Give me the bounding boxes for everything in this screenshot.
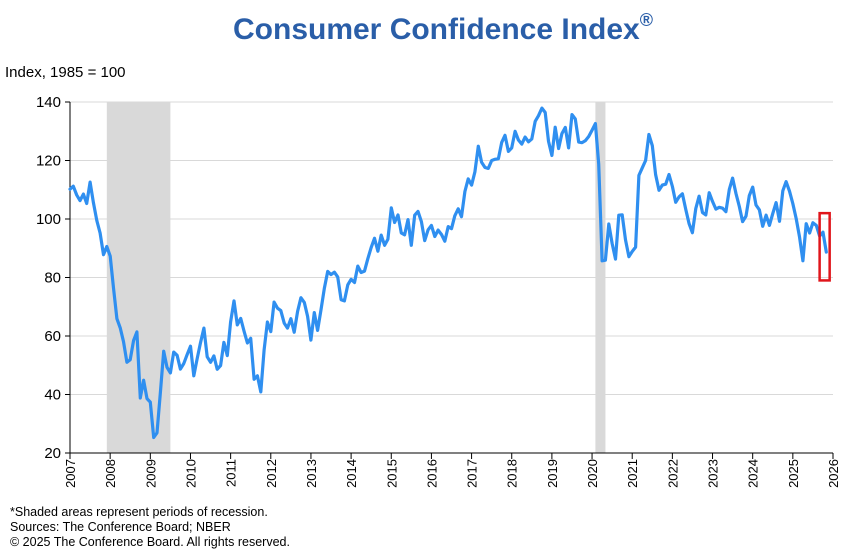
footnotes: *Shaded areas represent periods of reces… <box>10 505 290 550</box>
x-tick-label: 2012 <box>264 459 279 488</box>
y-tick-label: 20 <box>44 445 61 462</box>
y-tick-label: 60 <box>44 328 61 345</box>
series-line <box>68 106 828 440</box>
y-tick-label: 120 <box>36 153 61 170</box>
x-tick-label: 2020 <box>585 459 600 488</box>
y-tick-label: 100 <box>36 211 61 228</box>
x-tick-label: 2025 <box>786 459 801 488</box>
x-tick-label: 2008 <box>103 459 118 488</box>
y-tick-label: 80 <box>44 270 61 287</box>
chart-title-text: Consumer Confidence Index <box>233 13 640 46</box>
y-tick-label: 40 <box>44 387 61 404</box>
chart-title: Consumer Confidence Index® <box>0 10 856 47</box>
x-tick-label: 2007 <box>63 459 78 488</box>
x-tick-label: 2015 <box>384 459 399 488</box>
x-tick-label: 2013 <box>304 459 319 488</box>
x-tick-label: 2010 <box>183 459 198 488</box>
latest-highlight-box <box>818 211 831 282</box>
footnote-sources: Sources: The Conference Board; NBER <box>10 520 231 534</box>
footnote-recession: *Shaded areas represent periods of reces… <box>10 505 268 519</box>
x-tick-label: 2023 <box>706 459 721 488</box>
registered-mark: ® <box>639 10 653 30</box>
x-tick-label: 2009 <box>143 459 158 488</box>
x-tick-label: 2018 <box>505 459 520 488</box>
x-tick-label: 2014 <box>344 459 359 488</box>
x-tick-label: 2016 <box>424 459 439 488</box>
y-axis-label: Index, 1985 = 100 <box>5 64 126 81</box>
x-tick-label: 2017 <box>465 459 480 488</box>
footnote-copyright: © 2025 The Conference Board. All rights … <box>10 535 290 549</box>
x-tick-label: 2011 <box>224 459 239 487</box>
x-tick-label: 2024 <box>746 459 761 488</box>
x-tick-label: 2019 <box>545 459 560 488</box>
x-tick-label: 2026 <box>826 459 841 488</box>
x-tick-label: 2022 <box>665 459 680 488</box>
x-tick-label: 2021 <box>625 459 640 488</box>
y-tick-label: 140 <box>36 94 61 111</box>
